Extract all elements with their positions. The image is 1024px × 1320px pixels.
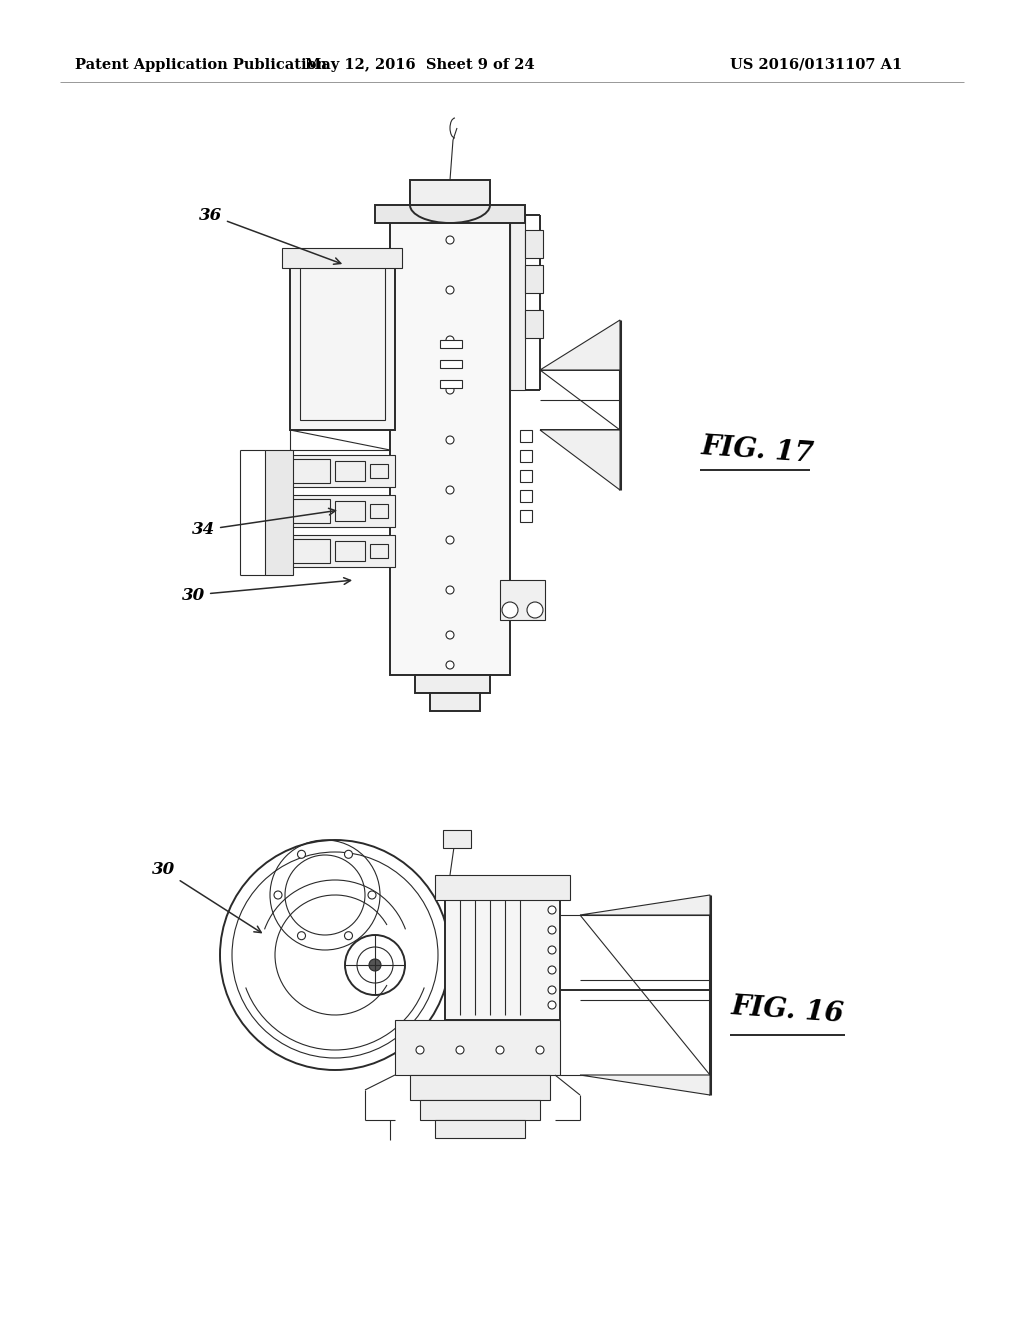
Text: Patent Application Publication: Patent Application Publication bbox=[75, 58, 327, 73]
Text: 36: 36 bbox=[199, 206, 341, 264]
Bar bbox=[520, 430, 532, 442]
Circle shape bbox=[298, 932, 305, 940]
Bar bbox=[435, 1119, 525, 1138]
Circle shape bbox=[446, 661, 454, 669]
Circle shape bbox=[548, 986, 556, 994]
Bar bbox=[300, 265, 385, 420]
Polygon shape bbox=[540, 430, 620, 490]
Bar bbox=[335, 461, 365, 480]
Circle shape bbox=[344, 932, 352, 940]
Polygon shape bbox=[580, 895, 710, 915]
Bar bbox=[440, 360, 462, 368]
Bar bbox=[395, 1020, 560, 1074]
Bar bbox=[280, 535, 395, 568]
Circle shape bbox=[527, 602, 543, 618]
Circle shape bbox=[369, 960, 381, 972]
Text: 30: 30 bbox=[181, 578, 350, 603]
Circle shape bbox=[446, 536, 454, 544]
Bar bbox=[290, 255, 395, 430]
Circle shape bbox=[548, 906, 556, 913]
Circle shape bbox=[446, 486, 454, 494]
Bar bbox=[440, 341, 462, 348]
Bar bbox=[443, 830, 471, 847]
Bar bbox=[520, 510, 532, 521]
Circle shape bbox=[446, 385, 454, 393]
Text: 30: 30 bbox=[152, 862, 261, 933]
Bar bbox=[430, 693, 480, 711]
Circle shape bbox=[548, 966, 556, 974]
Bar bbox=[410, 180, 490, 205]
Polygon shape bbox=[580, 1074, 710, 1096]
Bar bbox=[410, 1074, 550, 1100]
Bar bbox=[335, 541, 365, 561]
Bar bbox=[525, 265, 543, 293]
Bar bbox=[440, 380, 462, 388]
Bar bbox=[525, 230, 543, 257]
Circle shape bbox=[274, 891, 282, 899]
Bar bbox=[520, 490, 532, 502]
Bar bbox=[370, 544, 388, 558]
Circle shape bbox=[446, 337, 454, 345]
Circle shape bbox=[344, 850, 352, 858]
Circle shape bbox=[536, 1045, 544, 1053]
Bar bbox=[445, 895, 560, 1020]
Circle shape bbox=[446, 436, 454, 444]
Text: May 12, 2016  Sheet 9 of 24: May 12, 2016 Sheet 9 of 24 bbox=[305, 58, 535, 73]
Circle shape bbox=[502, 602, 518, 618]
Bar bbox=[335, 502, 365, 521]
Circle shape bbox=[298, 850, 305, 858]
Circle shape bbox=[456, 1045, 464, 1053]
Text: FIG. 17: FIG. 17 bbox=[700, 433, 815, 467]
Circle shape bbox=[416, 1045, 424, 1053]
Bar bbox=[390, 215, 510, 675]
Circle shape bbox=[446, 586, 454, 594]
Bar bbox=[290, 459, 330, 483]
Circle shape bbox=[496, 1045, 504, 1053]
Bar bbox=[280, 455, 395, 487]
Bar bbox=[282, 248, 402, 268]
Bar bbox=[290, 499, 330, 523]
Circle shape bbox=[548, 1001, 556, 1008]
Bar bbox=[375, 205, 525, 223]
Circle shape bbox=[548, 927, 556, 935]
Bar bbox=[510, 215, 525, 389]
Bar bbox=[290, 539, 330, 564]
Circle shape bbox=[446, 631, 454, 639]
Bar bbox=[265, 450, 293, 576]
Bar bbox=[525, 310, 543, 338]
Circle shape bbox=[446, 236, 454, 244]
Polygon shape bbox=[540, 319, 620, 370]
Bar bbox=[520, 450, 532, 462]
Text: US 2016/0131107 A1: US 2016/0131107 A1 bbox=[730, 58, 902, 73]
Text: FIG. 16: FIG. 16 bbox=[730, 993, 845, 1027]
Text: 34: 34 bbox=[191, 508, 336, 539]
Bar bbox=[520, 470, 532, 482]
Circle shape bbox=[446, 286, 454, 294]
Circle shape bbox=[368, 891, 376, 899]
Bar bbox=[280, 495, 395, 527]
Circle shape bbox=[548, 946, 556, 954]
Bar bbox=[420, 1100, 540, 1119]
Bar bbox=[500, 579, 545, 620]
Bar bbox=[370, 465, 388, 478]
Bar bbox=[415, 675, 490, 693]
Bar bbox=[435, 875, 570, 900]
Bar bbox=[370, 504, 388, 517]
